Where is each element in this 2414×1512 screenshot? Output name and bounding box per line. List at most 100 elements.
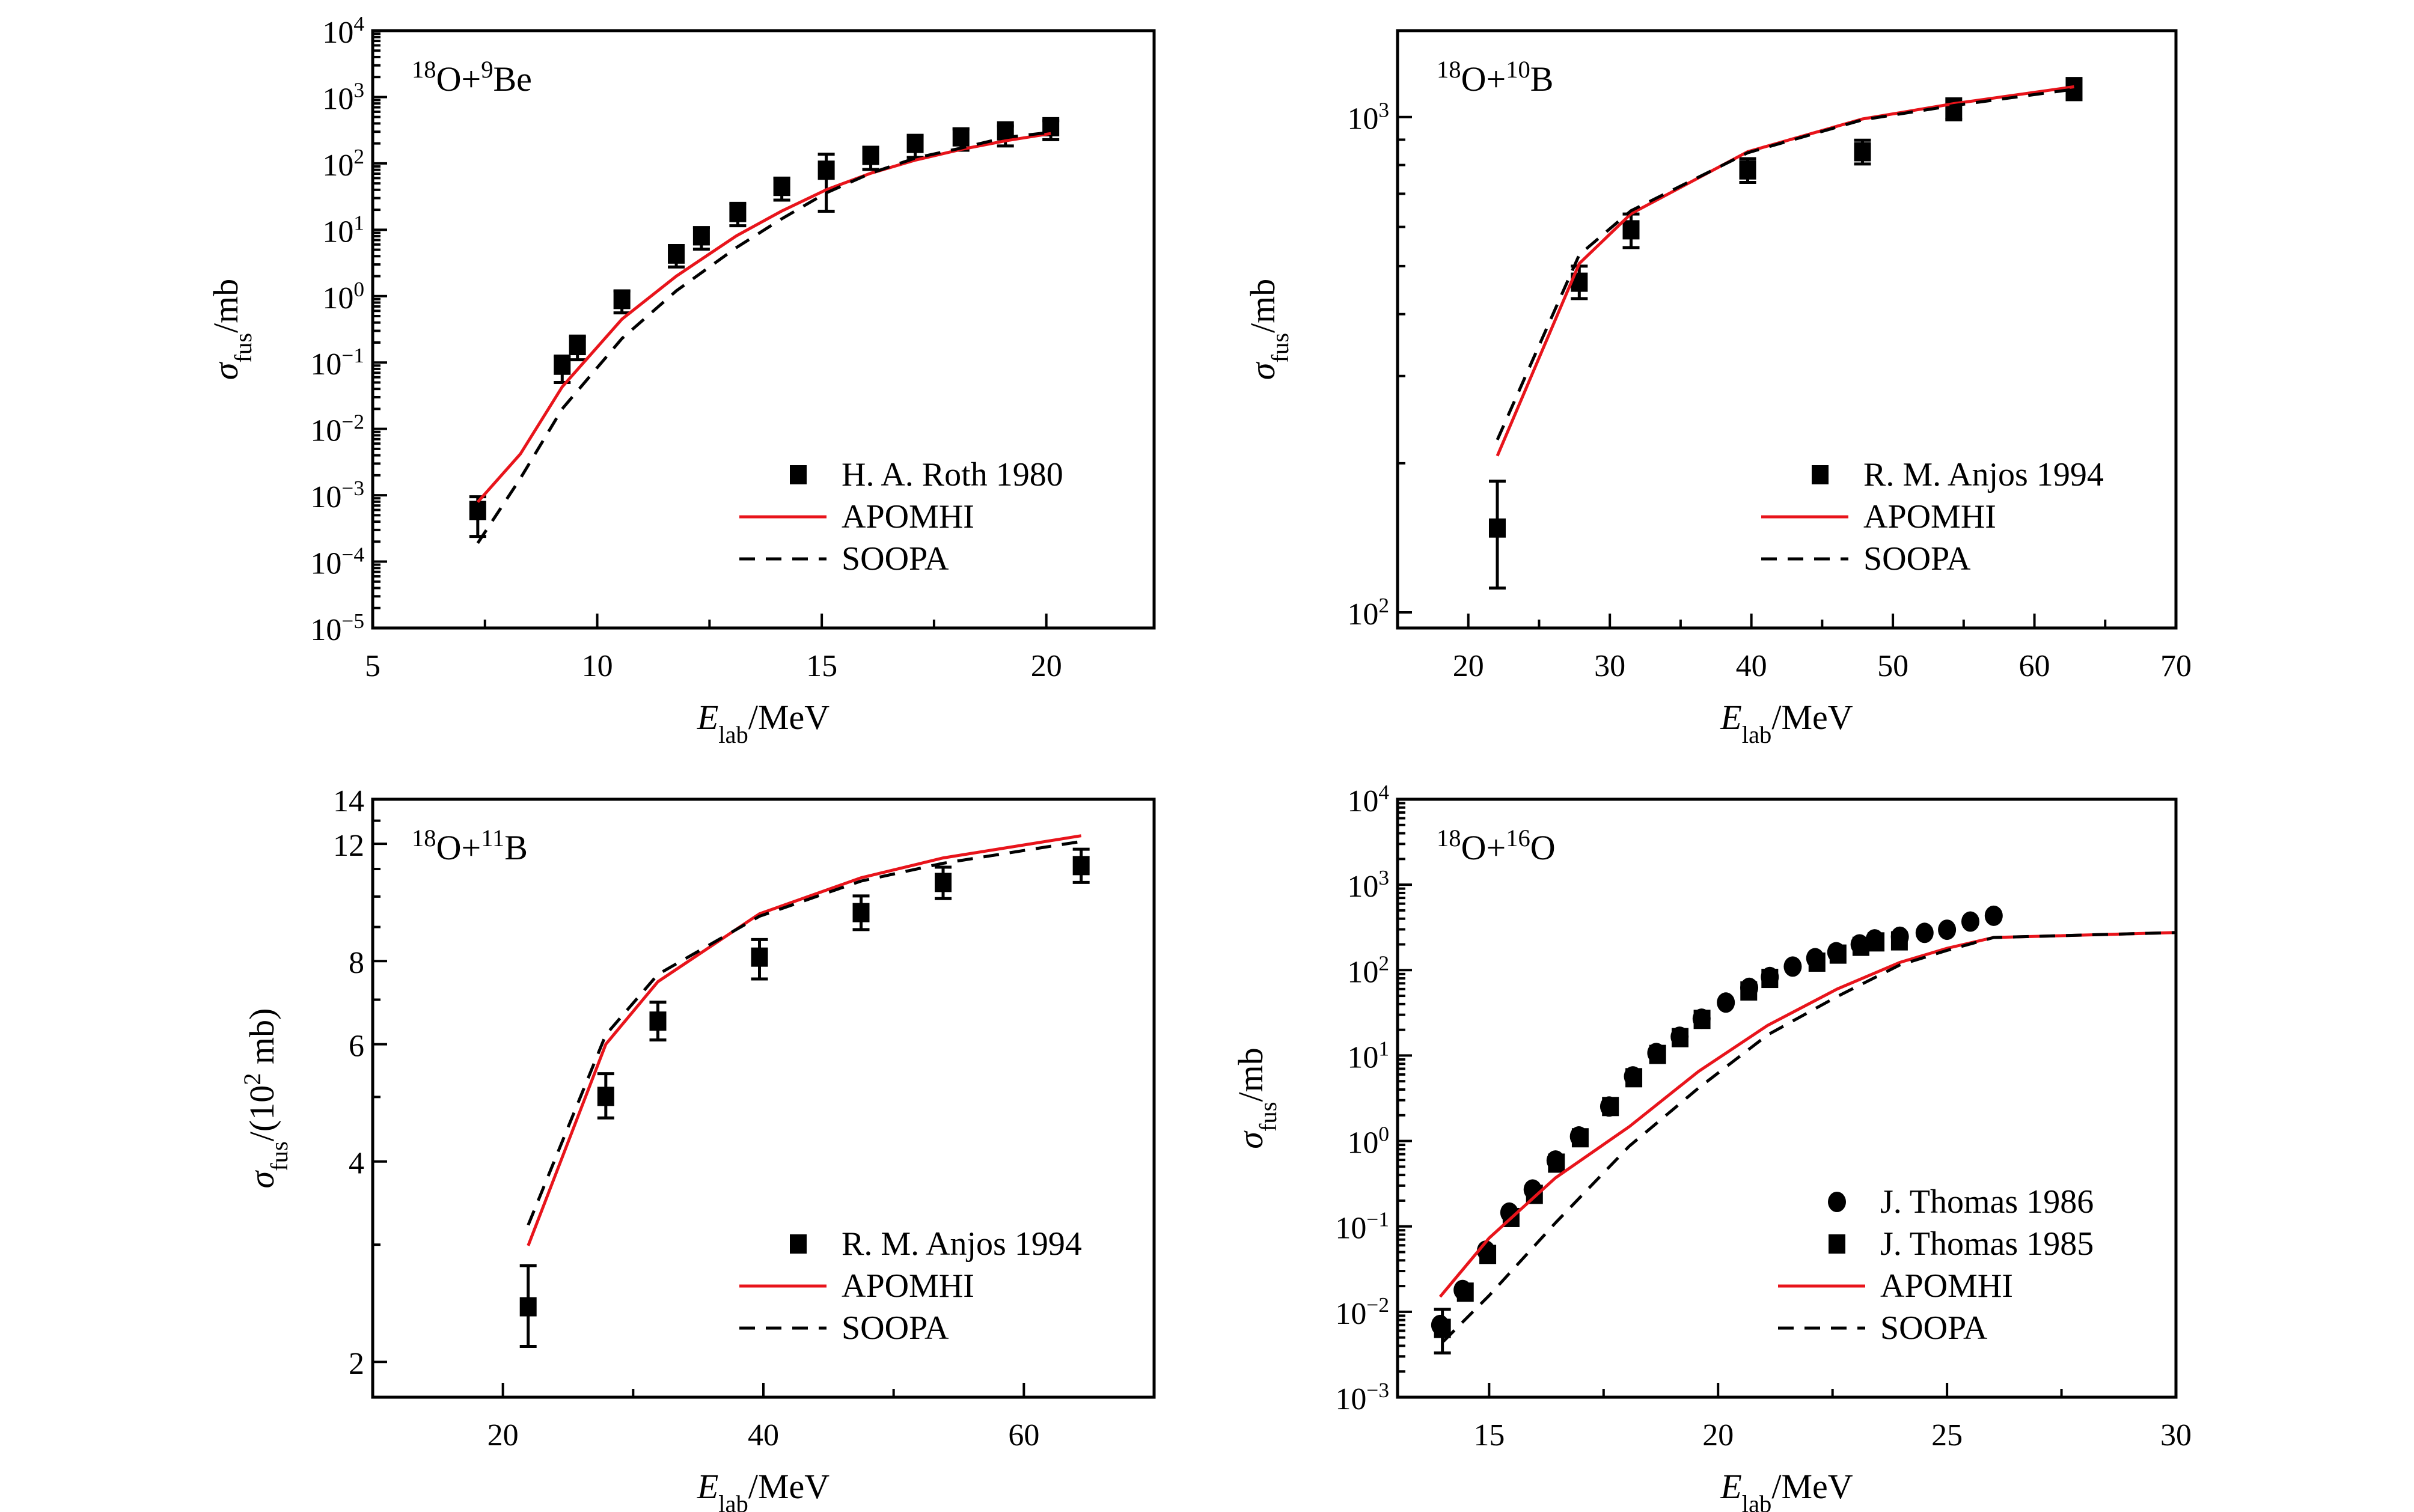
legend-square-marker — [1829, 1234, 1845, 1254]
text-segment: lab — [718, 721, 748, 748]
data-point — [1829, 944, 1847, 964]
y-tick-label: 10−1 — [1335, 1207, 1389, 1246]
data-point — [469, 501, 486, 520]
y-tick-exponent: 1 — [353, 210, 364, 234]
legend-item: R. M. Anjos 1994 — [790, 1225, 1082, 1263]
data-point — [668, 244, 685, 264]
data-point — [1548, 1153, 1565, 1173]
text-segment: σ — [1243, 361, 1282, 380]
y-tick-exponent: 3 — [1378, 865, 1389, 889]
legend-label: SOOPA — [842, 1309, 949, 1347]
text-segment: lab — [1742, 1490, 1772, 1512]
y-tick-label: 8 — [349, 946, 364, 980]
x-tick-label: 30 — [2160, 1418, 2192, 1453]
y-tick-label: 101 — [322, 210, 364, 249]
text-segment: 10 — [1506, 56, 1530, 83]
data-point — [1783, 956, 1802, 977]
y-tick-exponent: 2 — [1378, 951, 1389, 975]
y-tick-base: 10 — [1335, 1382, 1366, 1416]
text-segment: O+ — [1461, 828, 1506, 867]
panel-1: 5 10 15 2010−510−410−310−210−11001011021031… — [206, 11, 1156, 748]
plot-frame — [371, 797, 1156, 1399]
series-soopa — [1496, 87, 2074, 440]
y-tick-exponent: −3 — [1366, 1378, 1389, 1402]
legend: R. M. Anjos 1994 APOMHI SOOPA — [739, 1225, 1082, 1347]
y-tick-base: 14 — [333, 784, 364, 818]
legend-item: SOOPA — [739, 1309, 949, 1347]
series-h-a-roth-1980 — [469, 117, 1060, 538]
y-tick-label: 10−2 — [1335, 1293, 1389, 1331]
legend-item: J. Thomas 1985 — [1829, 1225, 2094, 1263]
x-axis-label: Elab/MeV — [1720, 1467, 1853, 1512]
legend-label: SOOPA — [1863, 540, 1971, 578]
data-point — [1072, 856, 1090, 876]
text-segment: /MeV — [1771, 698, 1853, 737]
legend-label: H. A. Roth 1980 — [842, 456, 1063, 493]
text-segment: O+ — [436, 828, 481, 867]
x-axis-label: Elab/MeV — [1720, 698, 1853, 748]
y-tick-label: 12 — [333, 829, 364, 863]
x-tick-label: 10 — [582, 649, 613, 683]
data-point — [852, 903, 870, 922]
text-segment: 2 — [239, 1073, 266, 1085]
text-segment: E — [1720, 1467, 1741, 1506]
legend: R. M. Anjos 1994 APOMHI SOOPA — [1761, 456, 2104, 578]
y-tick-base: 10 — [310, 347, 341, 382]
data-point — [1693, 1010, 1711, 1029]
series-apomhi — [476, 132, 1051, 504]
text-segment: fus — [1254, 1102, 1282, 1132]
data-point — [1915, 922, 1934, 943]
series-r-m-anjos-1994 — [519, 847, 1090, 1348]
legend-item: APOMHI — [739, 498, 974, 535]
y-tick-exponent: 2 — [353, 144, 364, 168]
y-tick-label: 4 — [349, 1147, 364, 1181]
y-tick-base: 10 — [1347, 784, 1378, 818]
y-tick-base: 10 — [322, 16, 353, 50]
legend-label: SOOPA — [1880, 1309, 1988, 1347]
legend-label: SOOPA — [842, 540, 949, 578]
y-tick-base: 12 — [333, 829, 364, 863]
y-tick-exponent: 3 — [1378, 98, 1389, 122]
y-tick-label: 104 — [1347, 780, 1389, 818]
y-tick-exponent: 0 — [353, 277, 364, 301]
y-tick-exponent: −1 — [341, 343, 364, 367]
legend-label: R. M. Anjos 1994 — [1863, 456, 2104, 493]
data-point — [906, 133, 924, 153]
y-tick-label: 102 — [1347, 593, 1389, 632]
legend-square-marker — [790, 465, 807, 484]
data-point — [569, 336, 586, 356]
text-segment: 18 — [412, 825, 436, 852]
legend-label: APOMHI — [1863, 498, 1996, 535]
x-tick-label: 15 — [1473, 1418, 1505, 1453]
data-point — [554, 355, 571, 375]
text-segment: O+ — [436, 59, 481, 99]
y-tick-exponent: −2 — [1366, 1293, 1389, 1317]
reaction-label: 18O+16O — [1437, 825, 1556, 868]
data-point — [1625, 1068, 1643, 1088]
text-segment: /mb — [1231, 1047, 1270, 1102]
plot-area — [1488, 77, 2083, 590]
legend: J. Thomas 1986 J. Thomas 1985 APOMHI SOOPA — [1778, 1183, 2094, 1347]
x-tick-label: 40 — [748, 1418, 779, 1453]
y-tick-base: 10 — [1347, 870, 1378, 904]
apomhi-curve — [527, 834, 1082, 1246]
y-tick-label: 103 — [1347, 98, 1389, 136]
legend-label: J. Thomas 1985 — [1880, 1225, 2094, 1263]
y-axis-label: σfus/mb — [1231, 1047, 1282, 1148]
text-segment: Be — [493, 59, 531, 99]
legend-item: H. A. Roth 1980 — [790, 456, 1063, 493]
x-tick-label: 50 — [1877, 649, 1908, 683]
plot-area — [469, 117, 1060, 544]
plot-frame — [1396, 797, 2178, 1399]
y-tick-label: 14 — [333, 784, 364, 818]
data-point — [1808, 953, 1826, 972]
y-tick-exponent: 4 — [1378, 780, 1389, 804]
y-tick-label: 103 — [322, 78, 364, 116]
series-j-thomas-1985 — [1434, 931, 1908, 1355]
text-segment: fus — [266, 1141, 293, 1171]
y-tick-base: 2 — [349, 1347, 364, 1381]
data-point — [1456, 1282, 1474, 1302]
series-r-m-anjos-1994 — [1488, 77, 2083, 590]
panel-2: 20 30 40 50 60 70102103Elab/MeVσfus/mb18O+10B… — [1243, 29, 2192, 748]
